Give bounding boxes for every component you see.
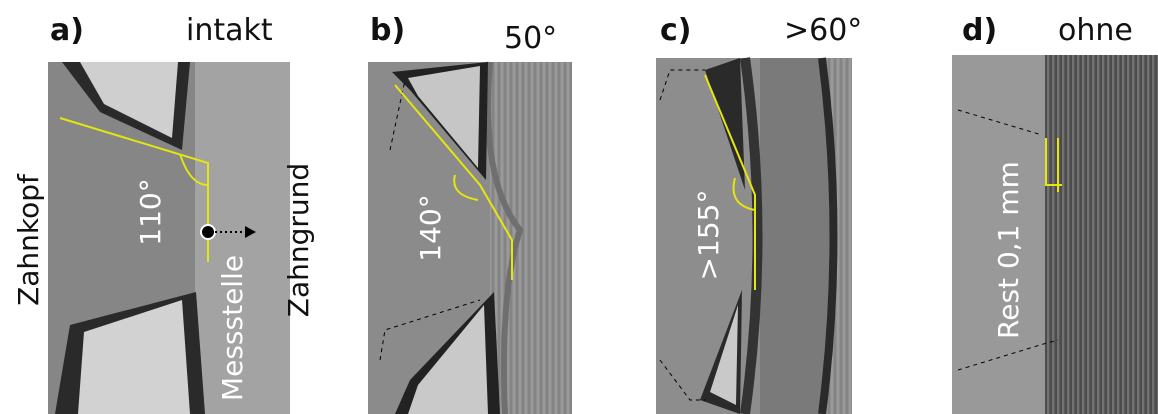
panel-letter: d)	[962, 13, 997, 48]
panel-title: ohne	[1058, 13, 1133, 48]
panel-title: 50°	[504, 21, 557, 56]
side-label: Zahngrund	[282, 163, 315, 317]
panel-letter: a)	[50, 13, 84, 48]
panel-title: intakt	[186, 13, 273, 48]
panel-b	[368, 62, 572, 414]
angle-label: 110°	[134, 178, 167, 245]
panel-d	[952, 55, 1158, 414]
angle-label: Rest 0,1 mm	[992, 161, 1025, 339]
angle-label: 140°	[414, 194, 447, 261]
point-label: Messstelle	[216, 255, 249, 401]
figure: a) intakt b) 50° c) >60° d) ohne Zahnkop…	[0, 0, 1158, 414]
panel-letter: c)	[660, 13, 692, 48]
panel-title: >60°	[784, 13, 862, 48]
panel-a	[48, 62, 290, 414]
panel-letter: b)	[370, 13, 405, 48]
panel-c	[656, 58, 852, 414]
angle-label: >155°	[692, 190, 725, 281]
side-label: Zahnkopf	[12, 173, 45, 306]
